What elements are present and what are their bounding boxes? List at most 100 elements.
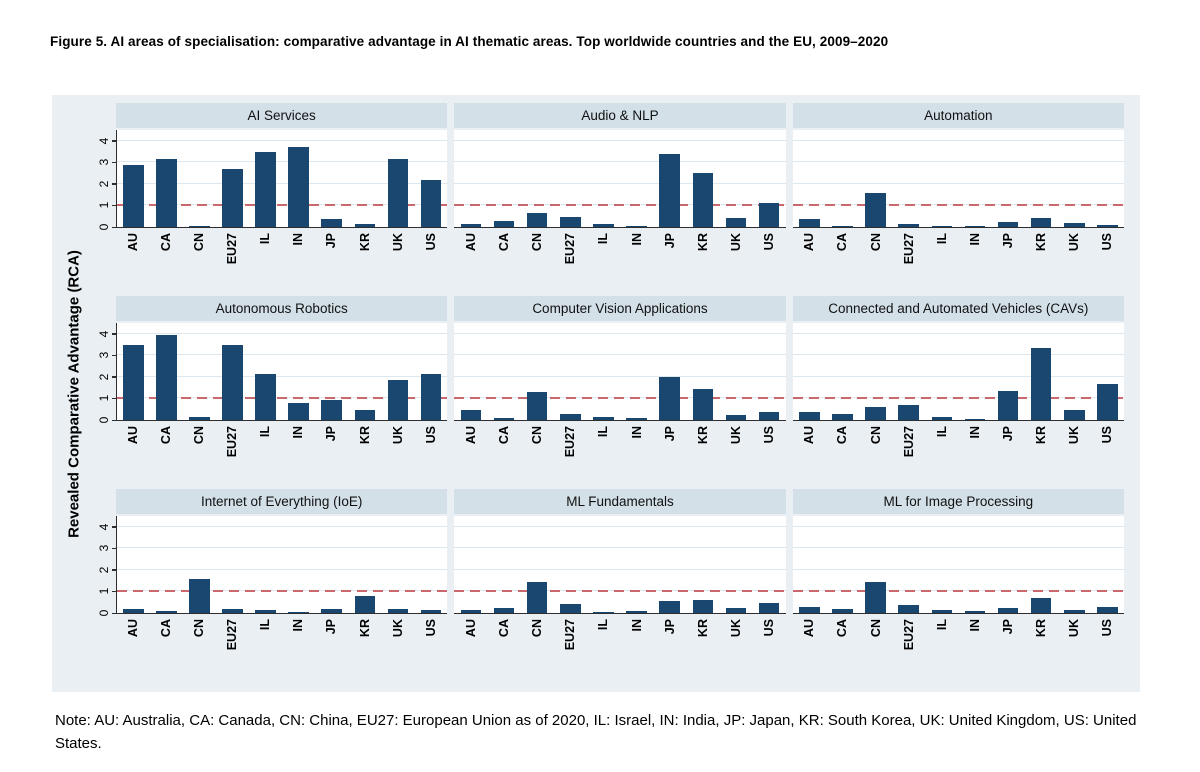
bar-slot bbox=[1025, 323, 1058, 420]
bar-il bbox=[255, 151, 276, 227]
x-label-slot: KR bbox=[348, 421, 381, 485]
x-label-slot: CN bbox=[521, 228, 554, 292]
bar-slot bbox=[826, 130, 859, 227]
y-tick-label: 2 bbox=[97, 373, 111, 381]
bar-uk bbox=[725, 607, 747, 613]
bar-jp bbox=[659, 153, 681, 227]
x-tick-label-au: AU bbox=[463, 426, 478, 445]
x-tick-label-cn: CN bbox=[530, 619, 545, 638]
bar-cn bbox=[865, 407, 886, 420]
bar-jp bbox=[321, 219, 342, 227]
x-label-slot: EU27 bbox=[215, 228, 248, 292]
bar-slot bbox=[554, 323, 587, 420]
gridline bbox=[792, 182, 1124, 184]
bar-slot bbox=[150, 516, 183, 613]
bar-eu27 bbox=[222, 168, 243, 227]
gridline bbox=[792, 375, 1124, 377]
x-label-slot: KR bbox=[686, 614, 719, 678]
x-tick-label-jp: JP bbox=[324, 619, 339, 635]
gridline bbox=[454, 525, 786, 527]
y-tick-label: 4 bbox=[97, 137, 111, 145]
x-label-slot: IL bbox=[925, 614, 958, 678]
x-label-slot: US bbox=[1091, 228, 1124, 292]
x-tick-label-us: US bbox=[762, 619, 777, 637]
x-label-slot: UK bbox=[719, 228, 752, 292]
x-label-slot: KR bbox=[348, 228, 381, 292]
plot-area: 0 1 2 3 4 bbox=[97, 323, 448, 423]
bar-slot bbox=[793, 130, 826, 227]
bar-slot bbox=[892, 516, 925, 613]
y-tick-mark bbox=[112, 333, 117, 335]
x-tick-label-jp: JP bbox=[662, 619, 677, 635]
gridline bbox=[117, 354, 448, 356]
x-tick-label-kr: KR bbox=[695, 426, 710, 445]
bar-slot bbox=[1091, 130, 1124, 227]
bar-us bbox=[1097, 384, 1118, 420]
bar-slot bbox=[454, 130, 487, 227]
x-label-slot: UK bbox=[381, 614, 414, 678]
bar-il bbox=[931, 609, 953, 613]
bar-slot bbox=[826, 516, 859, 613]
bar-slot bbox=[859, 323, 892, 420]
plot-area bbox=[792, 516, 1124, 614]
x-tick-label-uk: UK bbox=[729, 233, 744, 252]
bar-eu27 bbox=[898, 404, 919, 420]
gridline bbox=[117, 375, 448, 377]
x-label-slot: IL bbox=[587, 614, 620, 678]
panel-title-band: Connected and Automated Vehicles (CAVs) bbox=[792, 296, 1124, 321]
x-tick-label-uk: UK bbox=[1067, 426, 1082, 445]
bar-au bbox=[460, 223, 482, 227]
bar-eu27 bbox=[560, 604, 581, 613]
y-tick-mark bbox=[112, 161, 117, 164]
x-tick-label-uk: UK bbox=[390, 619, 405, 638]
bar-slot bbox=[925, 516, 958, 613]
x-label-slot: CA bbox=[149, 614, 182, 678]
x-tick-label-au: AU bbox=[125, 619, 140, 638]
x-label-slot: CN bbox=[182, 421, 215, 485]
bar-au bbox=[123, 608, 144, 613]
plot-area: 0 1 2 3 4 bbox=[97, 130, 448, 230]
gridline bbox=[792, 354, 1124, 356]
rca-threshold-dashed-line bbox=[117, 397, 448, 400]
x-axis-labels: AU CA CN EU27 IL IN JP KR UK US bbox=[116, 614, 447, 678]
bar-us bbox=[420, 609, 442, 613]
rca-threshold-dashed-line bbox=[454, 397, 786, 400]
bar-cn bbox=[526, 391, 548, 420]
bar-cn bbox=[189, 225, 210, 227]
x-label-slot: UK bbox=[719, 614, 752, 678]
x-tick-label-uk: UK bbox=[1067, 619, 1082, 638]
x-label-slot: UK bbox=[381, 421, 414, 485]
bar-in bbox=[964, 226, 986, 227]
x-tick-label-uk: UK bbox=[729, 426, 744, 445]
bar-slot bbox=[216, 516, 249, 613]
bar-slot bbox=[587, 516, 620, 613]
bar-slot bbox=[1058, 516, 1091, 613]
bar-jp bbox=[997, 390, 1019, 420]
bar-slot bbox=[554, 516, 587, 613]
bar-slot bbox=[753, 323, 786, 420]
gridline bbox=[454, 547, 786, 549]
x-tick-label-cn: CN bbox=[530, 426, 545, 445]
x-tick-label-ca: CA bbox=[497, 619, 512, 638]
bar-uk bbox=[725, 218, 747, 227]
bar-kr bbox=[692, 600, 714, 613]
bar-kr bbox=[354, 410, 375, 420]
x-label-slot: IN bbox=[282, 228, 315, 292]
bars-container bbox=[454, 516, 785, 613]
x-tick-label-cn: CN bbox=[191, 619, 206, 638]
gridline bbox=[792, 525, 1124, 527]
y-tick-mark bbox=[112, 569, 117, 571]
x-label-slot: CA bbox=[487, 614, 520, 678]
bar-slot bbox=[249, 516, 282, 613]
y-tick-label: 3 bbox=[97, 352, 111, 359]
x-axis-labels: AU CA CN EU27 IL IN JP KR UK US bbox=[793, 614, 1124, 678]
plot-area bbox=[792, 323, 1124, 421]
x-label-slot: IN bbox=[620, 228, 653, 292]
y-tick-label: 3 bbox=[97, 545, 111, 552]
bar-uk bbox=[387, 609, 408, 613]
bar-kr bbox=[1030, 218, 1052, 227]
rca-threshold-dashed-line bbox=[117, 204, 448, 207]
x-tick-label-eu27: EU27 bbox=[563, 233, 578, 265]
x-axis-labels: AU CA CN EU27 IL IN JP KR UK US bbox=[116, 228, 447, 292]
